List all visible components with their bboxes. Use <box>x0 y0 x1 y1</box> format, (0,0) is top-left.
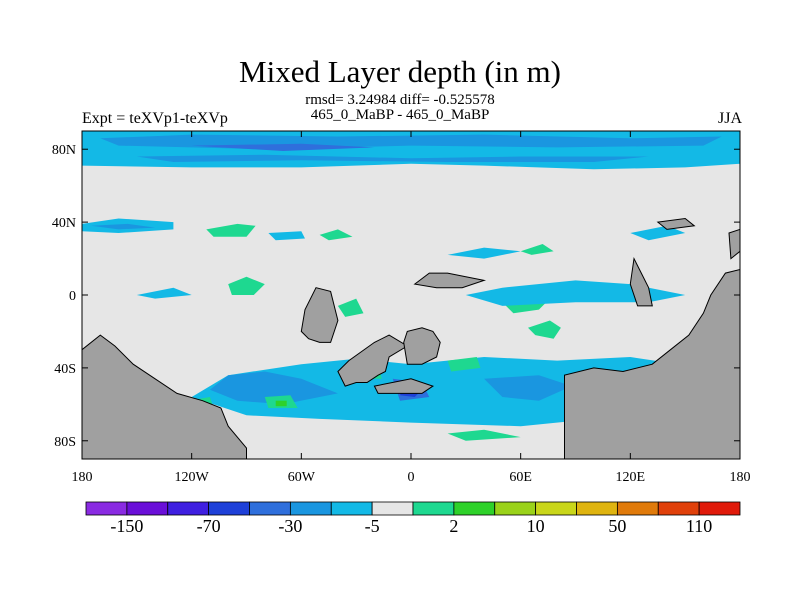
contour-band-20 <box>447 429 521 441</box>
colorbar-label-6: 50 <box>608 516 626 536</box>
contour-band-15 <box>275 400 287 407</box>
contour-band-7 <box>268 231 305 241</box>
chart-title: Mixed Layer depth (in m) <box>239 54 561 89</box>
subtitle-line-1: rmsd= 3.24984 diff= -0.525578 <box>305 92 495 108</box>
colorbar-box-2 <box>167 501 210 516</box>
y-tick-label-3: 40S <box>54 362 76 377</box>
colorbar-box-15 <box>698 501 741 516</box>
contour-band-29 <box>520 244 554 255</box>
colorbar-label-3: -5 <box>365 516 380 536</box>
contour-band-27 <box>447 247 521 259</box>
land-mass-6 <box>373 378 435 394</box>
colorbar-box-13 <box>616 501 659 516</box>
x-tick-label-1: 120W <box>175 470 210 485</box>
contour-band-2 <box>136 154 649 162</box>
colorbar-box-6 <box>330 501 373 516</box>
colorbar-label-2: -30 <box>278 516 302 536</box>
colorbar-box-5 <box>289 501 332 516</box>
land-mass-7 <box>564 268 740 459</box>
contour-band-25 <box>337 298 364 317</box>
experiment-label: Expt = teXVp1-teXVp <box>82 110 228 127</box>
colorbar-box-0 <box>85 501 128 516</box>
x-tick-label-5: 120E <box>616 470 646 485</box>
colorbar-box-8 <box>412 501 455 516</box>
colorbar-box-11 <box>535 501 577 516</box>
land-mass-8 <box>629 256 653 307</box>
land-mass-5 <box>413 272 487 289</box>
land-mass-9 <box>656 217 696 230</box>
season-label: JJA <box>717 110 742 127</box>
colorbar-box-9 <box>453 501 496 516</box>
contour-band-13 <box>484 375 572 401</box>
x-tick-label-6: 180 <box>730 470 751 485</box>
x-tick-label-0: 180 <box>72 470 93 485</box>
colorbar-label-0: -150 <box>110 516 143 536</box>
contour-band-21 <box>528 320 561 339</box>
colorbar-box-4 <box>249 501 291 516</box>
colorbar-box-10 <box>494 501 537 516</box>
x-tick-label-2: 60W <box>288 470 316 485</box>
subtitle-line-2: 465_0_MaBP - 465_0_MaBP <box>310 107 490 123</box>
colorbar-label-1: -70 <box>197 516 221 536</box>
colorbar-box-3 <box>208 501 250 516</box>
contour-band-8 <box>319 229 353 241</box>
y-tick-label-0: 80N <box>52 143 76 158</box>
colorbar-box-12 <box>576 501 618 516</box>
contour-band-23 <box>465 280 686 306</box>
land-mass-4 <box>403 327 441 365</box>
colorbar-label-7: 110 <box>686 516 712 536</box>
colorbar-label-4: 2 <box>449 516 458 536</box>
colorbar-box-7 <box>371 501 414 516</box>
x-tick-label-3: 0 <box>408 470 415 485</box>
land-mass-2 <box>337 334 409 387</box>
land-mass-0 <box>82 334 247 459</box>
y-tick-label-4: 80S <box>54 435 76 450</box>
contour-band-3 <box>191 143 375 151</box>
contour-band-24 <box>228 276 265 295</box>
contour-band-5 <box>91 223 156 230</box>
colorbar-box-1 <box>126 501 169 516</box>
x-tick-label-4: 60E <box>509 470 532 485</box>
contour-band-10 <box>209 371 338 405</box>
chart-subtitle: rmsd= 3.24984 diff= -0.525578 465_0_MaBP… <box>0 93 800 123</box>
contour-band-26 <box>136 287 192 299</box>
contour-band-28 <box>630 225 686 241</box>
contour-band-18 <box>447 357 481 372</box>
field-layer <box>82 131 740 459</box>
colorbar-label-5: 10 <box>527 516 545 536</box>
land-mass-10 <box>728 228 740 260</box>
colorbar-box-14 <box>657 501 700 516</box>
y-tick-label-2: 0 <box>69 289 76 304</box>
contour-band-6 <box>206 223 256 237</box>
land-mass-3 <box>300 287 339 343</box>
y-tick-label-1: 40N <box>52 216 76 231</box>
